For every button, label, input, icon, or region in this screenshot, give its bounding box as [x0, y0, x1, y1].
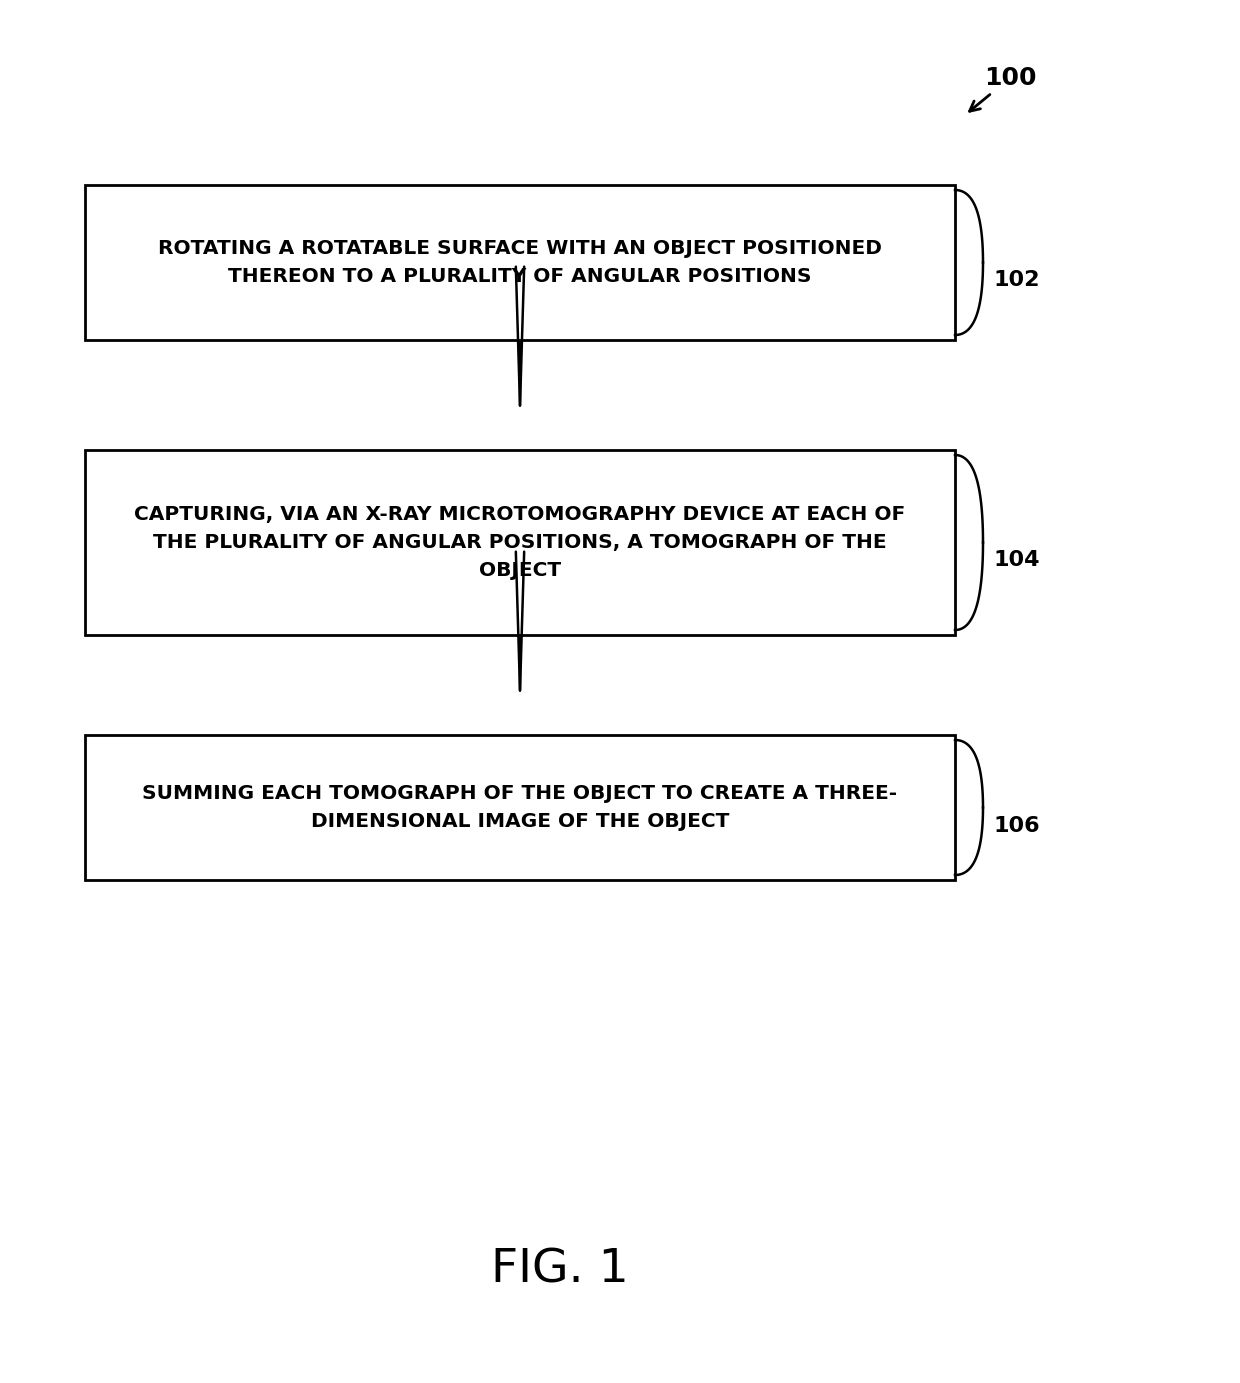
Text: 100: 100: [970, 66, 1037, 111]
Text: SUMMING EACH TOMOGRAPH OF THE OBJECT TO CREATE A THREE-
DIMENSIONAL IMAGE OF THE: SUMMING EACH TOMOGRAPH OF THE OBJECT TO …: [143, 784, 898, 831]
Text: CAPTURING, VIA AN X-RAY MICROTOMOGRAPHY DEVICE AT EACH OF
THE PLURALITY OF ANGUL: CAPTURING, VIA AN X-RAY MICROTOMOGRAPHY …: [134, 505, 905, 579]
Text: 106: 106: [993, 816, 1039, 835]
Text: FIG. 1: FIG. 1: [491, 1247, 629, 1293]
Bar: [86, 734, 955, 880]
Text: 102: 102: [993, 271, 1039, 290]
Bar: [86, 449, 955, 635]
Bar: [86, 185, 955, 340]
Text: 104: 104: [993, 550, 1039, 571]
Text: ROTATING A ROTATABLE SURFACE WITH AN OBJECT POSITIONED
THEREON TO A PLURALITY OF: ROTATING A ROTATABLE SURFACE WITH AN OBJ…: [157, 239, 882, 286]
